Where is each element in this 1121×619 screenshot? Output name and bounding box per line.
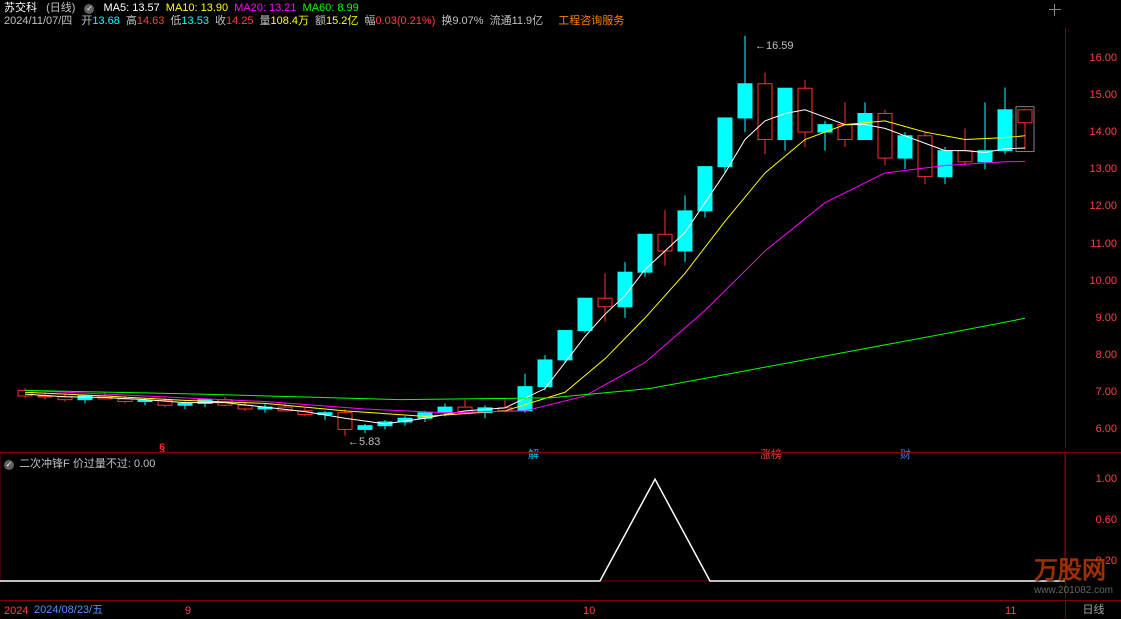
crosshair-icon[interactable] — [1049, 4, 1061, 16]
watermark-logo: 万股网 www.201082.com — [1034, 550, 1113, 596]
ma-label: MA60: 8.99 — [303, 2, 359, 14]
ohlc-val: 9.07% — [452, 15, 483, 27]
info-icon[interactable]: ✓ — [84, 4, 94, 14]
ma-label: MA20: 13.21 — [234, 2, 296, 14]
watermark-main: 万股网 — [1034, 557, 1106, 584]
main-chart-area[interactable]: ←5.83 ←16.59 解涨榜财§ — [0, 28, 1065, 448]
ohlc-val: 13.68 — [92, 15, 120, 27]
ohlc-key: 幅 — [364, 15, 375, 27]
y-tick-label: 16.00 — [1089, 52, 1117, 64]
sub-indicator-area[interactable]: ✓ 二次冲锋F 价过量不过: 0.00 — [0, 452, 1065, 598]
date-tick-label: 2024 — [4, 605, 28, 617]
ma-label: MA5: 13.57 — [104, 2, 160, 14]
ohlc-val: 14.63 — [137, 15, 165, 27]
ohlc-key: 高 — [126, 15, 137, 27]
ohlc-val: 14.25 — [226, 15, 254, 27]
main-y-axis: 6.00 7.00 8.00 9.00 10.00 11.00 12.00 13.00 14.0… — [1065, 28, 1121, 448]
date-tick-label: 11 — [1005, 605, 1016, 617]
sector-label: 工程咨询服务 — [558, 15, 624, 27]
low-price-annotation: ←5.83 — [348, 436, 380, 448]
candlestick-svg — [0, 28, 1065, 448]
ohlc-key: 开 — [81, 15, 92, 27]
y-tick-label: 8.00 — [1096, 349, 1117, 361]
ohlc-group: 开13.68 高14.63 低13.53 收14.25 量108.4万额15.2亿幅0.… — [81, 15, 549, 27]
high-price-annotation: ←16.59 — [755, 40, 794, 52]
date-axis-right: 日线 — [1065, 600, 1121, 618]
y-tick-label: 7.00 — [1096, 386, 1117, 398]
ma-group: MA5: 13.57 MA10: 13.90 MA20: 13.21 MA60: 8.… — [104, 2, 365, 14]
watermark-sub: www.201082.com — [1034, 585, 1113, 596]
ohlc-key: 收 — [215, 15, 226, 27]
ohlc-val: 11.9亿 — [512, 15, 544, 27]
date-axis: 2024 2024/08/23/五 9 10 11 — [0, 600, 1065, 618]
chart-header: 苏交科 (日线) ✓ MA5: 13.57 MA10: 13.90 MA20: 13… — [4, 2, 1117, 28]
y-tick-label: 13.00 — [1089, 163, 1117, 175]
y-tick-label: 15.00 — [1089, 89, 1117, 101]
ohlc-key: 量 — [259, 15, 270, 27]
y-tick-label: 9.00 — [1096, 312, 1117, 324]
period-label: (日线) — [46, 2, 75, 14]
ohlc-val: 108.4万 — [270, 15, 309, 27]
header-row-2: 2024/11/07/四 开13.68 高14.63 低13.53 收14.25 量10… — [4, 15, 1117, 28]
ohlc-key: 低 — [170, 15, 181, 27]
date-tick-label: 10 — [583, 605, 595, 617]
ohlc-val: 0.03(0.21%) — [375, 15, 435, 27]
stock-name: 苏交科 — [4, 2, 37, 14]
y-tick-label: 14.00 — [1089, 126, 1117, 138]
ohlc-key: 额 — [315, 15, 326, 27]
date-label: 2024/11/07/四 — [4, 15, 72, 27]
ohlc-val: 13.53 — [181, 15, 209, 27]
header-row-1: 苏交科 (日线) ✓ MA5: 13.57 MA10: 13.90 MA20: 13… — [4, 2, 1117, 15]
date-tick-label: 2024/08/23/五 — [34, 601, 103, 617]
ma-label: MA10: 13.90 — [166, 2, 228, 14]
sub-indicator-svg — [0, 453, 1065, 599]
y-tick-label: 11.00 — [1090, 238, 1117, 250]
y-tick-label: 12.00 — [1089, 200, 1117, 212]
ohlc-val: 15.2亿 — [326, 15, 358, 27]
y-tick-label: 10.00 — [1089, 275, 1117, 287]
ohlc-key: 流通 — [490, 15, 512, 27]
ohlc-key: 换 — [441, 15, 452, 27]
sub-y-tick-label: 0.60 — [1096, 514, 1117, 526]
y-tick-label: 6.00 — [1096, 423, 1117, 435]
sub-y-tick-label: 1.00 — [1096, 473, 1117, 485]
date-tick-label: 9 — [185, 605, 191, 617]
